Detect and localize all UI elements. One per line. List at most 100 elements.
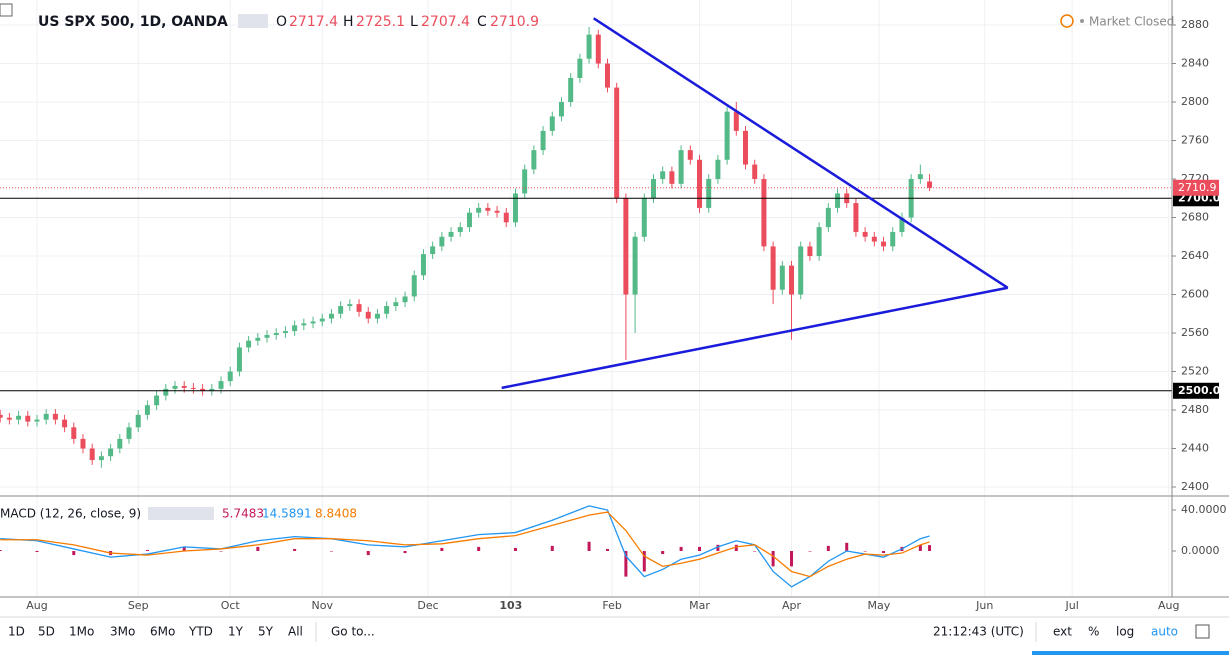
x-tick-label: Dec [417, 599, 438, 612]
candle-body [558, 102, 564, 117]
option-button[interactable]: auto [1151, 625, 1178, 639]
option-button[interactable]: log [1116, 625, 1134, 639]
histogram-bar [477, 546, 481, 551]
histogram-bar [716, 544, 720, 551]
candle-body [789, 265, 795, 295]
histogram-bar [0, 549, 2, 551]
collapse-icon[interactable] [0, 3, 13, 17]
candle-body [190, 387, 196, 389]
signal-value: 8.8408 [315, 507, 357, 521]
range-button[interactable]: YTD [188, 625, 213, 639]
price-label: 2710.9 [1178, 181, 1217, 194]
format-icons[interactable] [238, 14, 268, 28]
goto-button[interactable]: Go to... [331, 625, 375, 639]
histogram-value: 5.7483 [222, 507, 264, 521]
range-button[interactable]: 3Mo [110, 625, 135, 639]
candle-body [430, 246, 436, 255]
x-tick-label: Oct [221, 599, 241, 612]
candle-body [126, 427, 132, 439]
status-dot [1080, 19, 1084, 23]
candle-body [485, 207, 491, 211]
candle-body [71, 427, 77, 439]
candle-body [200, 388, 206, 391]
histogram-bar [550, 545, 554, 551]
candle-body [807, 246, 813, 257]
indicator-icons[interactable] [148, 507, 214, 520]
x-tick-label: Jun [975, 599, 993, 612]
range-button[interactable]: 1D [8, 625, 25, 639]
histogram-bar [928, 545, 932, 551]
histogram-bar [826, 545, 830, 551]
candle-body [356, 304, 362, 312]
candle-body [374, 313, 380, 319]
candle-body [825, 207, 831, 228]
candle-body [687, 150, 693, 160]
candle-body [614, 87, 620, 199]
candle-body [540, 130, 546, 151]
candle-body [163, 388, 169, 396]
candle-body [853, 203, 859, 232]
candle-body [209, 388, 215, 391]
candle-body [236, 347, 242, 372]
candle-body [402, 296, 408, 303]
y-tick-label: 2800 [1181, 95, 1209, 108]
status-icon[interactable] [1060, 14, 1074, 28]
range-button[interactable]: 1Y [228, 625, 244, 639]
option-button[interactable]: ext [1053, 625, 1072, 639]
histogram-bar [661, 550, 665, 555]
ohlc-value: 2717.4 [289, 14, 338, 30]
range-button[interactable]: 1Mo [69, 625, 94, 639]
x-tick-label: 103 [499, 599, 522, 612]
macd-value: 14.5891 [262, 507, 312, 521]
candle-body [264, 334, 270, 338]
y-tick-label: 2880 [1181, 18, 1209, 31]
histogram-bar [587, 541, 591, 551]
x-tick-label: Mar [689, 599, 710, 612]
histogram-bar [790, 550, 794, 567]
y-tick-label: 2440 [1181, 442, 1209, 455]
candle-body [586, 34, 592, 59]
candle-body [835, 193, 841, 208]
histogram-bar [403, 550, 407, 554]
y-tick-label: 2760 [1181, 134, 1209, 147]
range-button[interactable]: All [288, 625, 303, 639]
x-tick-label: Jul [1065, 599, 1079, 612]
candle-body [181, 385, 187, 388]
candle-body [448, 231, 454, 237]
histogram-bar [863, 550, 867, 552]
candle-body [338, 306, 344, 314]
candle-body [347, 304, 353, 307]
ohlc-value: 2710.9 [490, 14, 539, 30]
candle-body [604, 63, 610, 88]
range-button[interactable]: 5Y [258, 625, 274, 639]
histogram-bar [145, 549, 149, 551]
candle-body [43, 413, 49, 420]
candle-body [328, 313, 334, 319]
candle-body [862, 231, 868, 237]
range-button[interactable]: 5D [38, 625, 55, 639]
candle-body [466, 212, 472, 228]
candle-body [881, 241, 887, 247]
candle-body [62, 419, 68, 428]
candle-body [144, 405, 150, 415]
range-button[interactable]: 6Mo [150, 625, 175, 639]
y-tick-label: 2560 [1181, 326, 1209, 339]
candle-body [549, 116, 555, 131]
histogram-bar [72, 550, 76, 556]
x-tick-label: Aug [1158, 599, 1179, 612]
x-tick-label: Apr [782, 599, 802, 612]
y-tick-label: 2520 [1181, 365, 1209, 378]
candle-body [365, 311, 371, 319]
candle-body [310, 321, 316, 324]
histogram-bar [679, 546, 683, 551]
candle-body [411, 275, 417, 297]
candle-body [697, 159, 703, 208]
settings-icon[interactable] [1195, 624, 1210, 639]
price-label: 2500.0 [1178, 384, 1221, 397]
clock: 21:12:43 (UTC) [933, 625, 1024, 639]
histogram-bar [918, 544, 922, 551]
option-button[interactable]: % [1088, 625, 1099, 639]
candle-body [798, 246, 804, 295]
macd-line [0, 505, 930, 588]
